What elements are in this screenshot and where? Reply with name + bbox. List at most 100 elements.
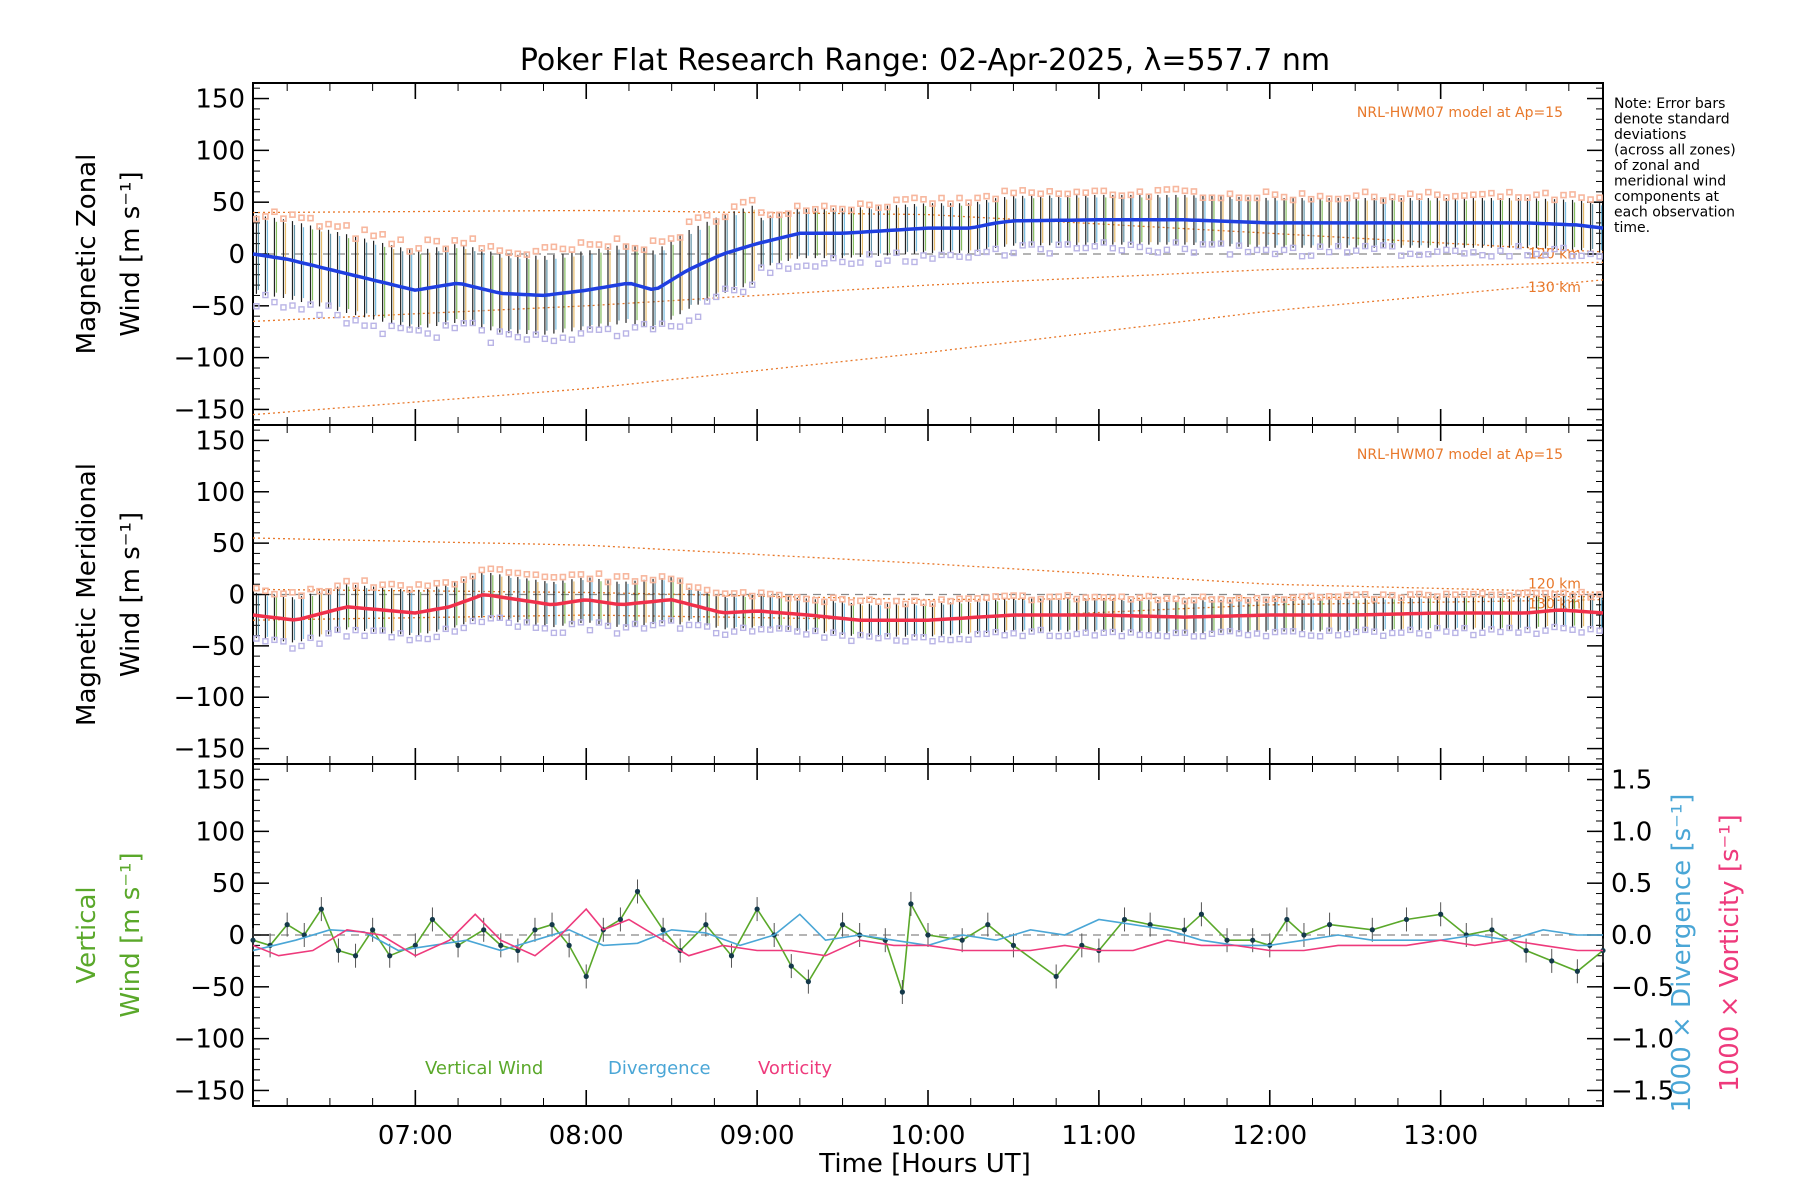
- zone-mark-upper: [1461, 590, 1468, 598]
- note-line: of zonal and: [1614, 158, 1700, 174]
- zone-mark-upper: [757, 589, 765, 597]
- zone-mark-upper: [821, 202, 828, 210]
- zone-mark-lower: [1082, 244, 1089, 252]
- zone-mark-lower: [1145, 247, 1153, 255]
- zone-mark-lower: [1190, 249, 1198, 256]
- vertical-wind-point: [498, 942, 504, 948]
- zone-mark-upper: [1370, 193, 1378, 201]
- zone-mark-lower: [1488, 626, 1495, 633]
- x-tick-label: 11:00: [1061, 1121, 1136, 1151]
- zone-mark-upper: [1434, 593, 1441, 600]
- zone-mark-upper: [505, 569, 513, 576]
- zone-mark-lower: [1217, 628, 1225, 636]
- zone-mark-upper: [893, 196, 900, 204]
- vertical-wind-point: [481, 927, 487, 933]
- zone-mark-lower: [893, 249, 900, 257]
- zone-mark-upper: [1109, 594, 1117, 602]
- zone-mark-lower: [523, 336, 531, 343]
- zone-mark-lower: [1533, 250, 1540, 258]
- zone-mark-upper: [415, 581, 422, 588]
- zone-mark-upper: [496, 566, 504, 573]
- zone-mark-lower: [622, 624, 630, 631]
- zone-mark-lower: [1172, 629, 1180, 637]
- model-curve: [252, 279, 1604, 416]
- zone-mark-lower: [1316, 633, 1324, 640]
- zone-mark-lower: [1226, 251, 1234, 258]
- zone-mark-lower: [1551, 245, 1558, 253]
- zone-mark-lower: [1235, 630, 1243, 637]
- zone-mark-upper: [415, 245, 422, 252]
- zone-mark-lower: [1389, 629, 1396, 637]
- note-line: meridional wind: [1614, 174, 1726, 190]
- zone-mark-lower: [1199, 633, 1207, 640]
- y-tick-label: −50: [190, 632, 245, 662]
- zone-mark-lower: [523, 619, 531, 626]
- zone-mark-upper: [469, 572, 477, 580]
- zone-mark-lower: [1109, 245, 1116, 252]
- vertical-wind-point: [617, 916, 624, 923]
- zone-mark-upper: [1587, 593, 1594, 601]
- zone-mark-lower: [1082, 629, 1089, 636]
- zone-mark-upper: [1217, 595, 1225, 603]
- vertical-wind-point: [1574, 968, 1580, 974]
- zone-mark-lower: [866, 251, 873, 258]
- zone-mark-lower: [694, 621, 702, 629]
- zone-mark-lower: [271, 636, 278, 644]
- zone-mark-lower: [496, 328, 504, 335]
- zone-mark-upper: [1001, 187, 1008, 195]
- zone-mark-upper: [622, 243, 630, 250]
- zone-mark-upper: [1379, 197, 1387, 204]
- zone-mark-lower: [712, 293, 720, 301]
- zone-mark-upper: [514, 250, 522, 258]
- zone-mark-upper: [911, 597, 918, 605]
- zone-mark-upper: [1019, 592, 1026, 599]
- zone-mark-lower: [794, 628, 801, 635]
- zone-mark-lower: [1334, 632, 1342, 639]
- zone-mark-lower: [640, 625, 648, 632]
- zone-mark-lower: [1244, 248, 1252, 256]
- zone-mark-lower: [469, 319, 476, 327]
- zone-mark-upper: [739, 589, 747, 596]
- zone-mark-lower: [658, 320, 666, 327]
- zone-mark-lower: [1064, 241, 1071, 248]
- zone-mark-upper: [379, 231, 386, 238]
- zone-mark-upper: [812, 596, 819, 604]
- zone-mark-lower: [343, 320, 350, 327]
- zone-mark-upper: [649, 576, 657, 584]
- zone-mark-lower: [1208, 241, 1216, 248]
- zone-mark-lower: [965, 254, 972, 261]
- zone-mark-lower: [1587, 250, 1594, 258]
- zone-mark-upper: [298, 214, 305, 222]
- vertical-wind-point: [532, 927, 538, 933]
- zone-mark-upper: [766, 211, 774, 219]
- zone-mark-upper: [866, 201, 873, 209]
- zone-mark-upper: [1352, 192, 1360, 199]
- zone-mark-lower: [1497, 247, 1504, 254]
- zone-mark-lower: [1073, 245, 1080, 252]
- zone-mark-lower: [1380, 632, 1387, 640]
- zone-mark-upper: [1208, 194, 1216, 202]
- zone-mark-upper: [649, 237, 657, 244]
- vertical-wind-point: [352, 953, 359, 959]
- zone-mark-lower: [911, 258, 918, 266]
- zone-mark-upper: [929, 200, 936, 207]
- zone-mark-lower: [559, 629, 567, 636]
- zone-mark-lower: [1542, 251, 1549, 259]
- zone-mark-lower: [334, 311, 341, 319]
- zone-mark-upper: [559, 245, 567, 253]
- y-axis-title-line: Wind [m s⁻¹]: [116, 171, 146, 336]
- zone-mark-lower: [1181, 629, 1189, 636]
- zone-mark-lower: [1434, 248, 1441, 255]
- zone-mark-lower: [1028, 241, 1035, 248]
- zone-mark-upper: [1325, 593, 1333, 600]
- zone-mark-upper: [974, 194, 981, 202]
- zone-mark-upper: [1019, 187, 1026, 194]
- zone-mark-lower: [785, 265, 792, 272]
- zone-mark-lower: [352, 317, 359, 324]
- zone-mark-upper: [586, 575, 594, 583]
- zone-mark-upper: [1533, 191, 1540, 199]
- zone-mark-lower: [577, 619, 585, 626]
- zone-mark-upper: [1217, 194, 1225, 202]
- zone-mark-lower: [1010, 249, 1017, 257]
- zone-mark-lower: [730, 628, 738, 635]
